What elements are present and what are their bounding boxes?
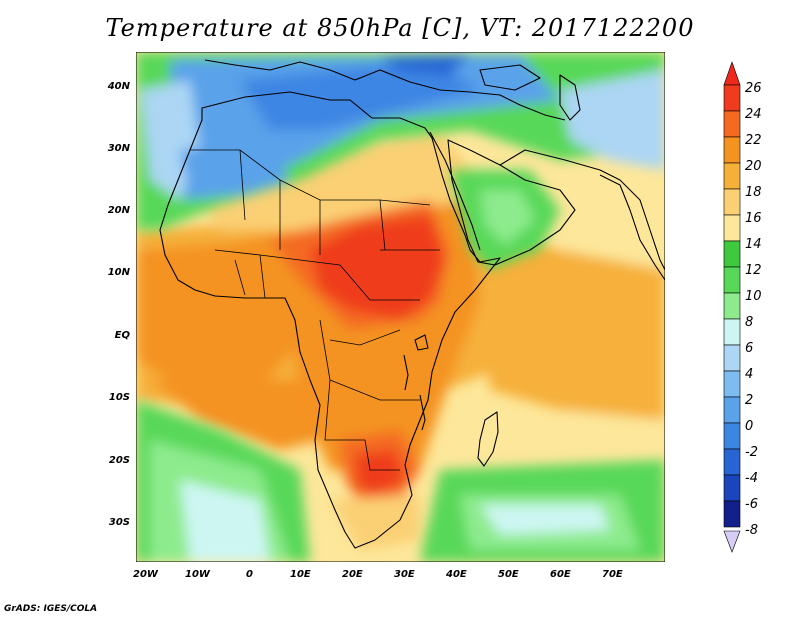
lat-label-10s: 10S	[109, 392, 130, 403]
temperature-field	[136, 52, 665, 562]
arabia-coast	[447, 139, 576, 266]
colorbar-box-cm8-to-m6	[723, 500, 741, 528]
lake-tanganyika	[403, 354, 409, 391]
colorbar-box-c14-to-16	[723, 214, 741, 242]
colorbar-box-c8-to-10	[723, 292, 741, 320]
colorbar-box-c10-to-12	[723, 266, 741, 294]
field-south-indian-cyan	[480, 505, 610, 535]
lat-label-eq: EQ	[115, 330, 131, 341]
lake-malawi	[419, 394, 426, 431]
field-asia-blue	[560, 70, 665, 170]
colorbar-boxes	[723, 84, 741, 528]
lat-label-20n: 20N	[108, 205, 131, 216]
lon-label-40e: 40E	[445, 569, 467, 580]
field-south-africa-hottest	[355, 450, 405, 495]
field-west-blue	[180, 140, 290, 195]
cbar-label-m4: -4	[745, 471, 758, 486]
cbar-label-22: 22	[745, 133, 762, 148]
cbar-label-0: 0	[745, 419, 753, 434]
colorbar-box-c0-to-2	[723, 396, 741, 424]
europe-coast	[204, 59, 566, 121]
colorbar-box-c12-to-14	[723, 240, 741, 268]
field-south-atlantic-cyan	[180, 480, 270, 562]
cbar-label-14: 14	[745, 237, 762, 252]
colorbar-box-cm4-to-m2	[723, 448, 741, 476]
field-sahara-yellow	[200, 130, 470, 230]
lon-label-20w: 20W	[133, 569, 159, 580]
grads-credit: GrADS: IGES/COLA	[4, 604, 98, 614]
cbar-label-20: 20	[745, 159, 762, 174]
colorbar-box-c16-to-18	[723, 188, 741, 216]
caspian-coast	[559, 74, 581, 121]
border-lines-2	[319, 319, 420, 471]
field-southatlantic-warm	[150, 380, 320, 450]
colorbar-top-arrow	[723, 61, 741, 86]
lon-label-20e: 20E	[342, 569, 363, 580]
country-borders	[190, 149, 440, 471]
india-coast	[599, 174, 665, 281]
colorbar-box-c20-to-22	[723, 136, 741, 164]
cbar-label-26: 26	[745, 81, 762, 96]
lat-label-40n: 40N	[107, 81, 131, 92]
border-lines-1	[190, 149, 440, 301]
field-arabia-light	[480, 190, 535, 245]
lat-label-30n: 30N	[108, 143, 131, 154]
colorbar-labels: 26 24 22 20 18 16 14 12 10 8 6 4 2 0 -2 …	[745, 81, 762, 538]
cbar-label-8: 8	[745, 315, 753, 330]
cbar-label-6: 6	[745, 341, 753, 356]
cbar-label-18: 18	[745, 185, 762, 200]
cbar-label-4: 4	[745, 367, 753, 382]
lon-label-50e: 50E	[498, 569, 519, 580]
red-sea-edge	[429, 131, 481, 251]
lat-label-20s: 20S	[109, 455, 130, 466]
colorbar-box-c22-to-24	[723, 110, 741, 138]
colorbar-box-c24-to-26	[723, 84, 741, 112]
colorbar-box-cm2-to-0	[723, 422, 741, 450]
cbar-label-m8: -8	[745, 523, 758, 538]
map-title: Temperature at 850hPa [C], VT: 201712220…	[105, 14, 695, 42]
lon-label-30e: 30E	[394, 569, 415, 580]
cbar-label-m6: -6	[745, 497, 758, 512]
field-north-deepblue	[380, 54, 470, 75]
cbar-label-12: 12	[745, 263, 762, 278]
cbar-label-m2: -2	[745, 445, 758, 460]
border-lines-3	[214, 249, 301, 299]
lon-label-10e: 10E	[290, 569, 311, 580]
field-north-darkblue	[240, 60, 480, 130]
field-sudan-hottest	[310, 215, 445, 320]
colorbar: 26 24 22 20 18 16 14 12 10 8 6 4 2 0 -2 …	[723, 61, 762, 553]
lon-label-70e: 70E	[602, 569, 623, 580]
cbar-label-16: 16	[745, 211, 762, 226]
lat-label-10n: 10N	[108, 267, 131, 278]
lat-label-30s: 30S	[109, 517, 130, 528]
lon-label-0: 0	[246, 569, 253, 580]
colorbar-box-cm6-to-m4	[723, 474, 741, 502]
colorbar-box-c2-to-4	[723, 370, 741, 398]
coastlines	[159, 59, 665, 549]
black-sea-coast	[479, 64, 541, 91]
colorbar-box-c18-to-20	[723, 162, 741, 190]
field-cape-cool	[330, 495, 420, 550]
field-indian-orange	[480, 300, 665, 420]
lake-victoria	[414, 334, 429, 351]
africa-coast	[159, 91, 501, 549]
cbar-label-24: 24	[745, 107, 762, 122]
colorbar-box-c4-to-6	[723, 344, 741, 372]
asia-coast	[499, 149, 665, 271]
lon-label-60e: 60E	[550, 569, 571, 580]
lat-axis: 40N 30N 20N 10N EQ 10S 20S 30S	[107, 81, 131, 528]
colorbar-box-c6-to-8	[723, 318, 741, 346]
colorbar-bottom-arrow	[723, 530, 741, 553]
madagascar-coast	[477, 411, 499, 467]
lon-axis: 20W 10W 0 10E 20E 30E 40E 50E 60E 70E	[133, 569, 623, 580]
cbar-label-10: 10	[745, 289, 762, 304]
cbar-label-2: 2	[745, 393, 753, 408]
lon-label-10w: 10W	[185, 569, 211, 580]
